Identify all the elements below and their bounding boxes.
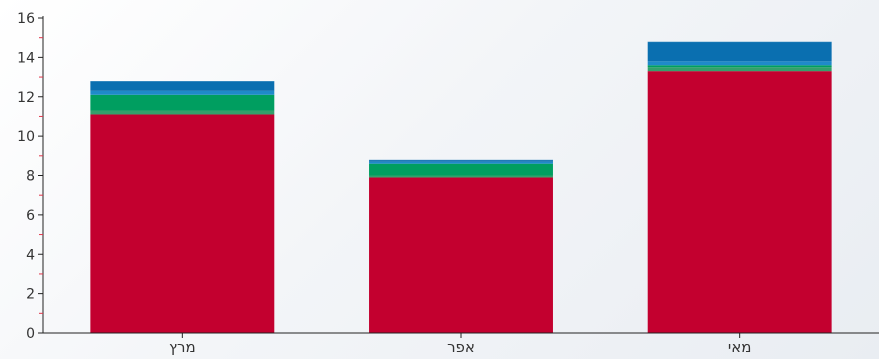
y-tick-label: 14 bbox=[17, 50, 35, 66]
bar-segment bbox=[369, 164, 553, 176]
y-axis: 0 2 4 6 8 10 12 14 16 bbox=[17, 11, 43, 342]
bar-segment bbox=[369, 177, 553, 333]
bar-segment bbox=[648, 61, 832, 65]
x-tick-label: מאי bbox=[728, 338, 752, 356]
bar-segment bbox=[90, 114, 274, 333]
bar-segment bbox=[90, 111, 274, 115]
bar-segment bbox=[90, 91, 274, 95]
x-tick-label: מרץ bbox=[169, 338, 196, 356]
y-tick-label: 6 bbox=[26, 208, 35, 224]
y-tick-label: 4 bbox=[26, 247, 35, 263]
bar-segment bbox=[90, 95, 274, 111]
bar-segment bbox=[369, 176, 553, 178]
bar-segment bbox=[369, 162, 553, 164]
bar-segment bbox=[648, 42, 832, 62]
y-tick-label: 2 bbox=[26, 287, 35, 303]
y-tick-label: 16 bbox=[17, 11, 35, 27]
x-axis: מרץ אפר מאי bbox=[43, 333, 879, 356]
bar-segment bbox=[90, 81, 274, 91]
bar-segment bbox=[648, 65, 832, 67]
y-tick-label: 10 bbox=[17, 129, 35, 145]
bar-segment bbox=[648, 67, 832, 71]
y-tick-label: 12 bbox=[17, 90, 35, 106]
bar-segment bbox=[648, 71, 832, 333]
y-tick-label: 8 bbox=[26, 169, 35, 185]
x-tick-label: אפר bbox=[447, 338, 475, 356]
y-tick-label: 0 bbox=[26, 326, 35, 342]
bars bbox=[90, 42, 831, 333]
